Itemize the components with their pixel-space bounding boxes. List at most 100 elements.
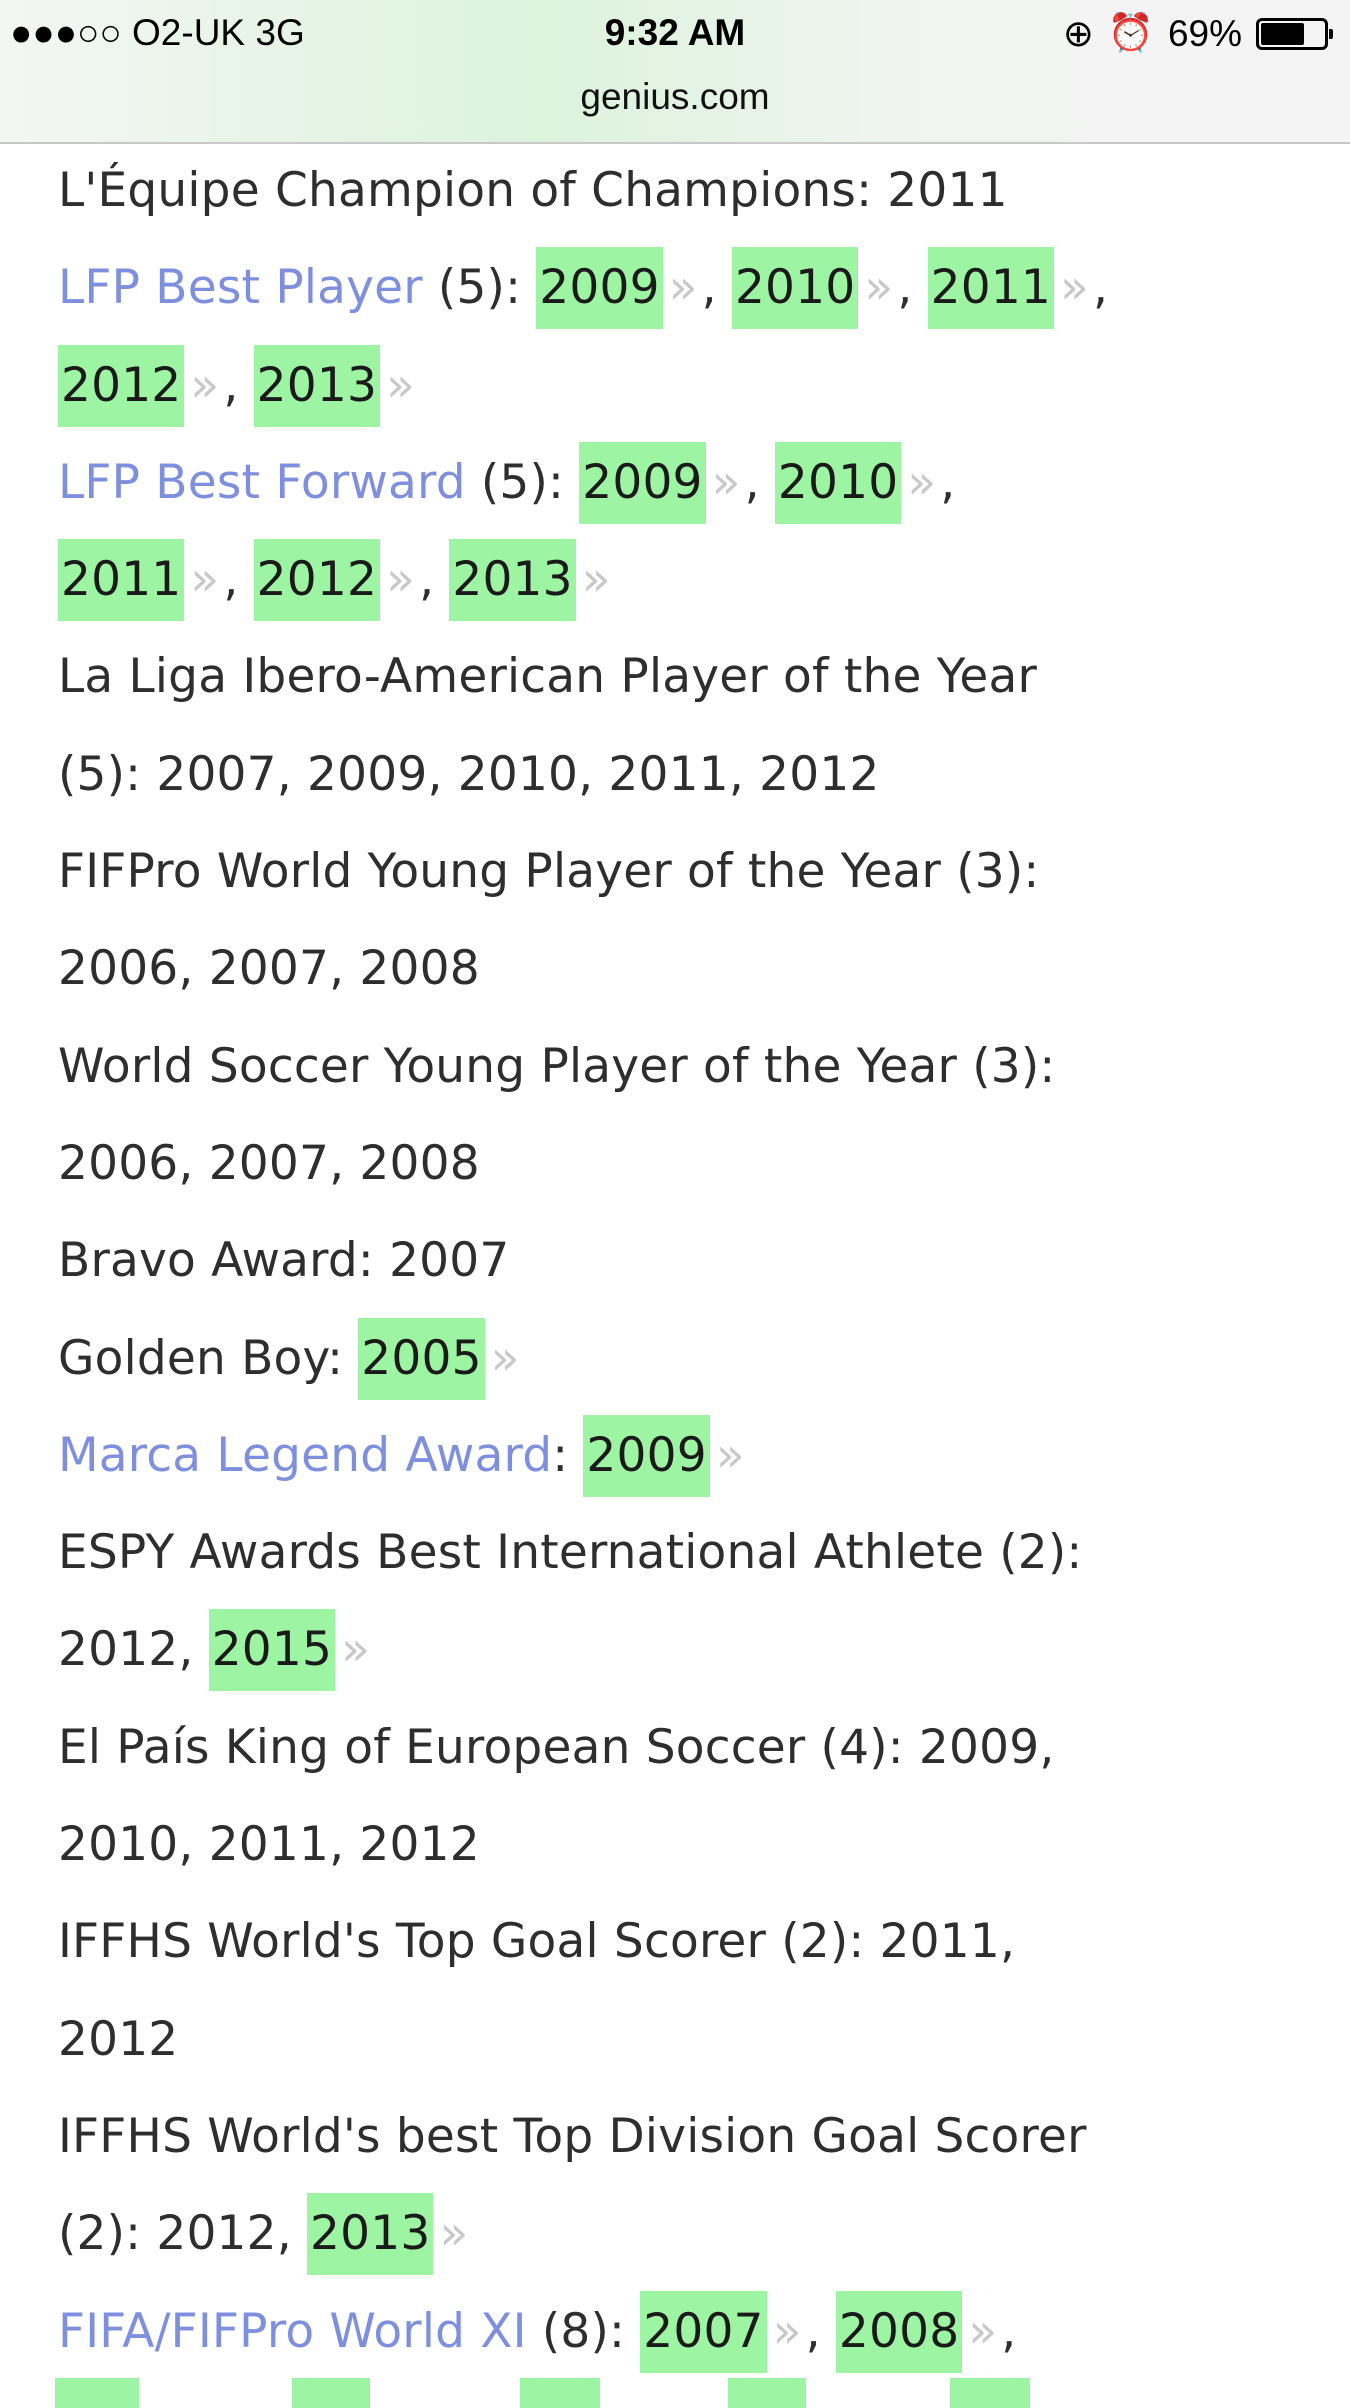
- chevron-icon[interactable]: »: [968, 2303, 998, 2359]
- text: ,: [897, 260, 928, 316]
- chevron-icon[interactable]: »: [581, 552, 611, 608]
- address-bar-url[interactable]: genius.com: [580, 76, 770, 117]
- annotated-year[interactable]: 2009: [583, 1414, 710, 1497]
- award-link[interactable]: LFP Best Forward: [58, 454, 466, 510]
- text: (5):: [422, 260, 537, 316]
- text-line: 2012», 2013»: [58, 337, 1338, 434]
- text: L'Équipe Champion of Champions: 2011: [58, 163, 1008, 218]
- chevron-icon[interactable]: »: [386, 552, 416, 608]
- text: (5):: [465, 454, 580, 510]
- chevron-icon[interactable]: »: [711, 454, 741, 510]
- text-line: LFP Best Player (5): 2009», 2010», 2011»…: [58, 239, 1338, 336]
- chevron-icon[interactable]: »: [490, 1330, 520, 1386]
- text-line: 2012, 2015»: [58, 1601, 1338, 1698]
- text-line: (5): 2007, 2009, 2010, 2011, 2012: [58, 726, 1338, 823]
- text: ,: [419, 552, 450, 608]
- text-line: Golden Boy: 2005»: [58, 1310, 1338, 1407]
- text: :: [552, 1427, 584, 1483]
- text: 2006, 2007, 2008: [58, 1135, 480, 1191]
- text: ,: [223, 357, 254, 413]
- alarm-icon: ⏰: [1107, 12, 1154, 53]
- annotated-year[interactable]: 2015: [208, 1609, 336, 1692]
- text: World Soccer Young Player of the Year (3…: [58, 1038, 1056, 1094]
- chevron-icon[interactable]: »: [772, 2303, 802, 2359]
- text-line: El País King of European Soccer (4): 200…: [58, 1699, 1338, 1796]
- annotated-year[interactable]: 2012: [253, 539, 381, 622]
- text: 2012,: [58, 1622, 209, 1678]
- text: ,: [1001, 2303, 1017, 2359]
- annotated-year[interactable]: 2007: [640, 2290, 767, 2373]
- text: (2): 2012,: [58, 2206, 308, 2262]
- annotated-year[interactable]: 2013: [253, 344, 381, 427]
- annotated-year[interactable]: 2010: [731, 247, 859, 330]
- chevron-icon[interactable]: »: [386, 357, 416, 413]
- highlight-partial[interactable]: [728, 2378, 806, 2408]
- text: ,: [805, 2303, 836, 2359]
- highlight-partial[interactable]: [520, 2378, 600, 2408]
- text: ,: [744, 454, 775, 510]
- rotation-lock-icon: ⊕: [1062, 13, 1094, 54]
- chevron-icon[interactable]: »: [864, 260, 894, 316]
- award-link[interactable]: Marca Legend Award: [58, 1427, 553, 1483]
- ios-status-and-address-bar: ●●●○○ O2-UK 3G 9:32 AM ⊕ ⏰ 69% genius.co…: [0, 0, 1350, 144]
- battery-icon: [1256, 17, 1333, 50]
- text: IFFHS World's Top Goal Scorer (2): 2011,: [58, 1914, 1016, 1970]
- text-line: LFP Best Forward (5): 2009», 2010»,: [58, 434, 1338, 531]
- battery-percent: 69%: [1167, 12, 1242, 54]
- highlight-partial[interactable]: [950, 2378, 1030, 2408]
- text: 2012: [58, 2011, 179, 2067]
- text-line: 2011», 2012», 2013»: [58, 531, 1338, 628]
- text: El País King of European Soccer (4): 200…: [58, 1719, 1055, 1775]
- text-line: IFFHS World's Top Goal Scorer (2): 2011,: [58, 1893, 1338, 1990]
- text-line: 2010, 2011, 2012: [58, 1796, 1338, 1893]
- annotated-year[interactable]: 2013: [449, 539, 576, 622]
- text: ,: [223, 552, 254, 608]
- annotated-year[interactable]: 2005: [358, 1317, 485, 1400]
- text: IFFHS World's best Top Division Goal Sco…: [58, 2108, 1087, 2164]
- chevron-icon[interactable]: »: [341, 1622, 371, 1678]
- annotated-year[interactable]: 2011: [927, 247, 1055, 330]
- chevron-icon[interactable]: »: [668, 260, 698, 316]
- chevron-icon[interactable]: »: [190, 357, 220, 413]
- status-right: ⊕ ⏰ 69%: [1062, 12, 1333, 55]
- text: FIFPro World Young Player of the Year (3…: [58, 844, 1040, 900]
- annotated-year[interactable]: 2011: [58, 539, 185, 622]
- text-line: World Soccer Young Player of the Year (3…: [58, 1018, 1338, 1115]
- chevron-icon[interactable]: »: [1060, 260, 1090, 316]
- text: (8):: [526, 2303, 641, 2359]
- annotated-year[interactable]: 2008: [835, 2290, 963, 2373]
- text: ESPY Awards Best International Athlete (…: [58, 1525, 1083, 1581]
- chevron-icon[interactable]: »: [907, 454, 937, 510]
- text-line: Bravo Award: 2007: [58, 1212, 1338, 1309]
- text-line: La Liga Ibero-American Player of the Yea…: [58, 628, 1338, 725]
- annotated-year[interactable]: 2009: [579, 441, 706, 524]
- annotated-year[interactable]: 2009: [536, 247, 663, 330]
- text: ,: [1093, 260, 1109, 316]
- award-link[interactable]: LFP Best Player: [58, 260, 423, 316]
- highlight-partial[interactable]: [292, 2378, 370, 2408]
- chevron-icon[interactable]: »: [439, 2206, 469, 2262]
- text-line: ESPY Awards Best International Athlete (…: [58, 1504, 1338, 1601]
- text: ,: [701, 260, 732, 316]
- annotated-year[interactable]: 2013: [307, 2193, 434, 2276]
- award-link[interactable]: FIFA/FIFPro World XI: [58, 2303, 527, 2359]
- text-line: Marca Legend Award: 2009»: [58, 1407, 1338, 1504]
- carrier-signal: ●●●○○ O2-UK 3G: [10, 12, 305, 53]
- text-line: FIFA/FIFPro World XI (8): 2007», 2008»,: [58, 2283, 1338, 2380]
- text: Bravo Award: 2007: [58, 1233, 510, 1289]
- annotated-year[interactable]: 2012: [58, 344, 185, 427]
- highlight-partial[interactable]: [55, 2378, 139, 2408]
- text-line: 2006, 2007, 2008: [58, 920, 1338, 1017]
- text: 2010, 2011, 2012: [58, 1817, 480, 1873]
- text: 2006, 2007, 2008: [58, 941, 480, 997]
- text: La Liga Ibero-American Player of the Yea…: [58, 649, 1038, 705]
- annotated-year[interactable]: 2010: [774, 441, 902, 524]
- text-line: FIFPro World Young Player of the Year (3…: [58, 823, 1338, 920]
- chevron-icon[interactable]: »: [715, 1427, 745, 1483]
- awards-list: L'Équipe Champion of Champions: 2011 LFP …: [58, 142, 1338, 2380]
- text-line: IFFHS World's best Top Division Goal Sco…: [58, 2088, 1338, 2185]
- text: (5): 2007, 2009, 2010, 2011, 2012: [58, 746, 880, 802]
- text-line: L'Équipe Champion of Champions: 2011: [58, 142, 1338, 239]
- chevron-icon[interactable]: »: [190, 552, 220, 608]
- text-line: (2): 2012, 2013»: [58, 2185, 1338, 2282]
